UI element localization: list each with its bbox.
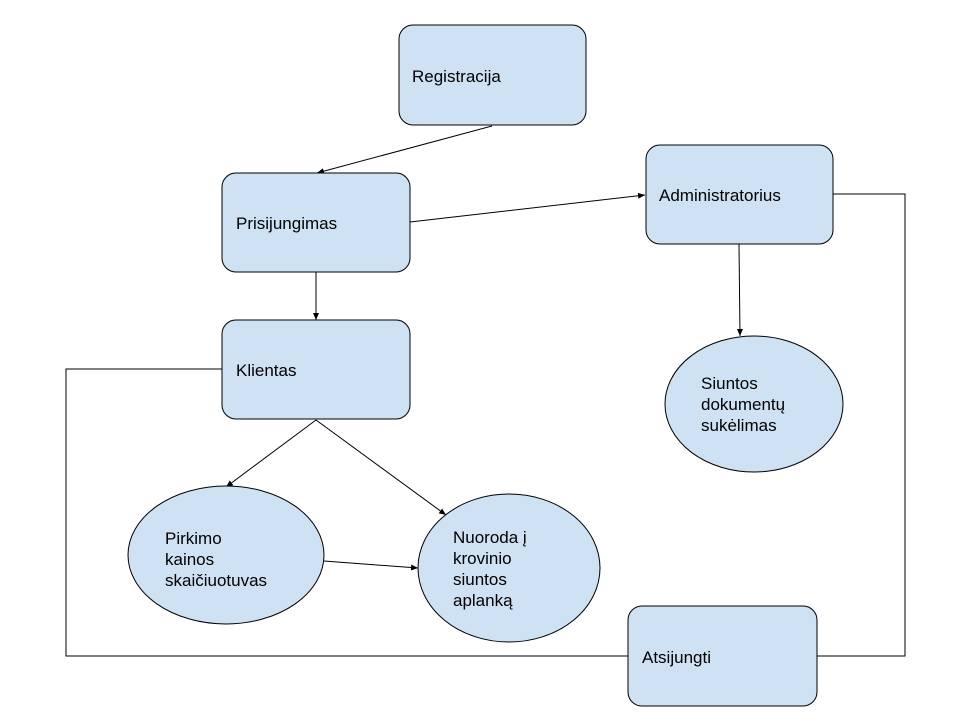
node-pirkimo-kainos-label: Pirkimo kainos skaičiuotuvas — [165, 529, 267, 590]
node-nuoroda: Nuoroda į krovinio siuntos aplanką — [417, 493, 601, 643]
node-nuoroda-label: Nuoroda į krovinio siuntos aplanką — [453, 528, 531, 610]
node-pirkimo-kainos: Pirkimo kainos skaičiuotuvas — [127, 485, 325, 625]
edge-prisijungimas-administratorius — [409, 192, 646, 223]
edge-klientas-atsijungti — [65, 368, 628, 657]
node-registracija-label: Registracija — [412, 67, 501, 86]
edge-administratorius-atsijungti — [817, 193, 906, 657]
node-pirkimo-line-2: kainos — [165, 550, 214, 569]
node-administratorius-label: Administratorius — [659, 186, 781, 205]
node-prisijungimas-label: Prisijungimas — [236, 214, 337, 233]
node-administratorius: Administratorius — [645, 144, 834, 245]
edge-klientas-pirkimo — [225, 419, 317, 488]
node-siuntos-line-2: dokumentų — [701, 395, 785, 414]
node-siuntos-line-1: Siuntos — [701, 374, 758, 393]
node-pirkimo-line-1: Pirkimo — [165, 529, 222, 548]
node-pirkimo-line-3: skaičiuotuvas — [165, 571, 267, 590]
node-registracija: Registracija — [398, 24, 587, 126]
node-nuoroda-line-4: aplanką — [453, 591, 513, 610]
node-klientas: Klientas — [221, 319, 411, 420]
node-siuntos-dokumentu-label: Siuntos dokumentų sukėlimas — [701, 374, 790, 435]
node-nuoroda-line-3: siuntos — [453, 570, 507, 589]
node-siuntos-line-3: sukėlimas — [701, 416, 777, 435]
node-siuntos-dokumentu: Siuntos dokumentų sukėlimas — [664, 335, 844, 473]
node-prisijungimas: Prisijungimas — [221, 172, 411, 273]
edge-administratorius-siuntos — [736, 243, 743, 337]
node-nuoroda-line-1: Nuoroda į — [453, 528, 527, 547]
node-atsijungti: Atsijungti — [627, 605, 818, 707]
edge-pirkimo-nuoroda — [323, 560, 419, 571]
node-atsijungti-label: Atsijungti — [642, 648, 711, 667]
node-nuoroda-line-2: krovinio — [453, 549, 512, 568]
edge-klientas-nuoroda — [315, 419, 447, 516]
connectors — [65, 125, 906, 657]
edge-registracija-prisijungimas — [316, 125, 493, 175]
node-klientas-label: Klientas — [236, 361, 296, 380]
